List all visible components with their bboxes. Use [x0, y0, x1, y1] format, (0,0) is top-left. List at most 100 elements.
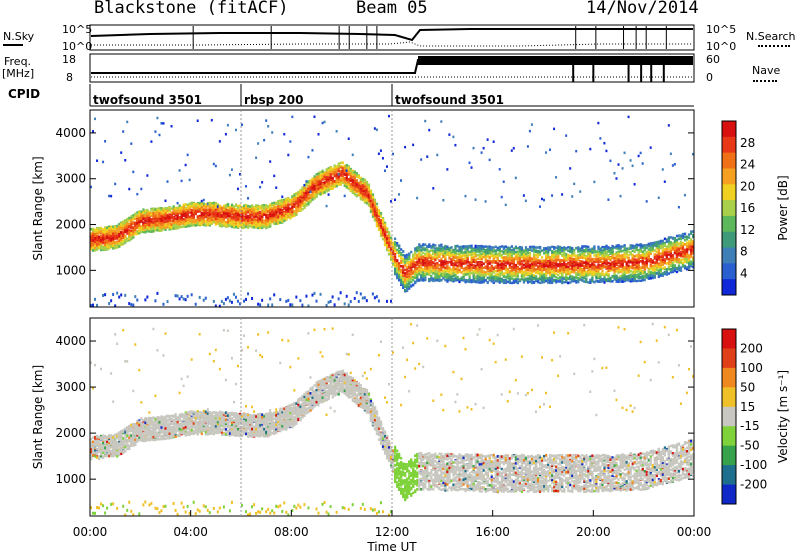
data-cell [408, 253, 411, 256]
data-cell [259, 185, 262, 189]
data-cell [329, 176, 332, 179]
data-cell [287, 209, 290, 212]
data-cell [170, 211, 173, 214]
data-cell [184, 225, 187, 228]
data-cell [234, 224, 238, 228]
data-cell [140, 220, 143, 223]
data-cell [180, 211, 183, 215]
data-cell [196, 215, 199, 219]
data-cell [166, 222, 169, 225]
data-cell [214, 304, 217, 308]
data-cell [96, 228, 99, 232]
data-cell [343, 164, 346, 168]
data-cell [245, 223, 248, 226]
data-cell [291, 201, 294, 204]
data-cell [134, 224, 137, 227]
data-cell [98, 242, 101, 246]
data-cell [414, 281, 417, 284]
data-cell [122, 242, 125, 245]
data-cell [315, 191, 318, 195]
data-cell [315, 173, 318, 176]
data-cell [287, 205, 290, 208]
data-cell [162, 224, 165, 227]
data-cell [345, 179, 348, 182]
data-cell [214, 214, 218, 217]
data-cell [357, 189, 360, 193]
data-cell [315, 193, 318, 197]
data-cell [361, 181, 364, 185]
data-cell [249, 221, 252, 224]
data-cell [321, 177, 324, 181]
data-cell [273, 209, 276, 212]
data-cell [144, 222, 147, 225]
data-cell [148, 214, 151, 217]
data-cell [118, 232, 121, 235]
data-cell [94, 243, 97, 246]
data-cell [241, 212, 244, 215]
data-cell [333, 174, 336, 178]
data-cell [102, 160, 105, 164]
data-cell [158, 211, 161, 214]
data-cell [289, 303, 292, 307]
data-cell [371, 206, 375, 209]
data-cell [100, 243, 103, 246]
data-cell [202, 213, 205, 217]
data-cell [265, 218, 268, 221]
data-cell [154, 299, 157, 303]
data-cell [118, 227, 121, 231]
data-cell [309, 179, 312, 182]
data-cell [204, 212, 207, 215]
data-cell [128, 232, 131, 235]
data-cell [329, 187, 332, 190]
data-cell [410, 280, 413, 284]
data-cell [138, 226, 141, 230]
data-cell [355, 174, 358, 177]
data-cell [257, 213, 260, 217]
data-cell [448, 253, 451, 257]
data-cell [162, 211, 165, 215]
data-cell [100, 246, 103, 250]
data-cell [327, 185, 330, 188]
data-cell [279, 205, 282, 209]
data-cell [420, 256, 423, 259]
data-cell [275, 215, 278, 219]
data-cell [90, 246, 93, 249]
data-cell [277, 222, 280, 225]
data-cell [406, 282, 409, 286]
data-cell [114, 232, 117, 235]
data-cell [343, 173, 346, 176]
data-cell [134, 213, 137, 216]
data-cell [319, 192, 322, 196]
data-cell [126, 225, 129, 228]
data-cell [267, 215, 270, 218]
data-cell [367, 185, 371, 188]
data-cell [186, 224, 189, 228]
data-cell [373, 218, 377, 222]
data-cell [291, 215, 294, 218]
data-cell [416, 274, 419, 277]
data-cell [341, 181, 344, 184]
data-cell [238, 217, 242, 220]
data-cell [184, 298, 187, 302]
data-cell [96, 235, 99, 238]
data-cell [212, 220, 216, 224]
date-label: 14/Nov/2014 [586, 0, 699, 18]
data-cell [166, 218, 169, 222]
data-cell [373, 201, 377, 205]
data-cell [363, 198, 367, 201]
data-cell [208, 205, 211, 209]
data-cell [156, 221, 159, 225]
data-cell [416, 276, 419, 279]
data-cell [436, 266, 439, 270]
data-cell [253, 215, 256, 219]
data-cell [134, 295, 137, 299]
data-cell [104, 140, 107, 143]
data-cell [152, 216, 155, 220]
data-cell [301, 194, 304, 197]
data-cell [222, 217, 226, 220]
data-cell [230, 221, 234, 225]
data-cell [224, 224, 228, 228]
data-cell [249, 224, 252, 228]
data-cell [265, 219, 268, 223]
data-cell [343, 177, 346, 181]
